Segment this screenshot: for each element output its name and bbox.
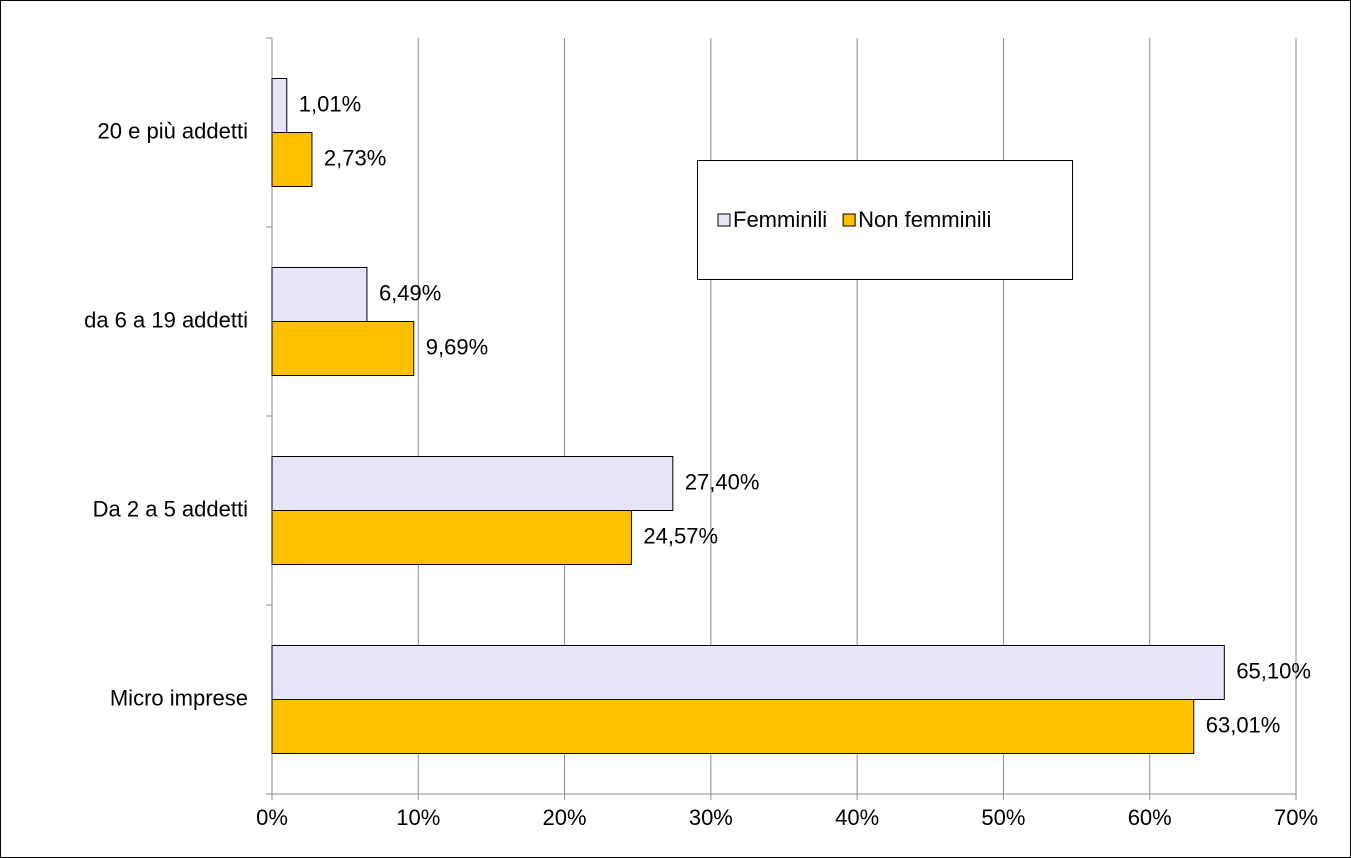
value-label: 24,57% <box>643 523 718 548</box>
legend-box <box>697 160 1073 280</box>
value-label: 1,01% <box>299 91 361 116</box>
x-tick-label: 50% <box>981 805 1025 830</box>
value-label: 2,73% <box>324 145 386 170</box>
y-tick-label: 20 e più addetti <box>98 118 248 143</box>
x-tick-label: 30% <box>689 805 733 830</box>
y-tick-label: da 6 a 19 addetti <box>84 307 248 332</box>
bar <box>271 510 632 565</box>
bar <box>271 645 1225 700</box>
bar <box>271 132 313 187</box>
value-label: 6,49% <box>379 280 441 305</box>
legend-swatch <box>842 213 856 227</box>
x-tick-label: 70% <box>1274 805 1318 830</box>
legend-swatch <box>717 213 731 227</box>
value-label: 63,01% <box>1206 712 1281 737</box>
y-tick-label: Micro imprese <box>110 685 248 710</box>
legend-label: Non femminili <box>858 207 991 232</box>
x-tick-label: 60% <box>1128 805 1172 830</box>
x-tick-label: 40% <box>835 805 879 830</box>
value-label: 9,69% <box>426 334 488 359</box>
x-tick-label: 20% <box>543 805 587 830</box>
bar <box>271 699 1195 754</box>
legend-label: Femminili <box>733 207 827 232</box>
bar <box>271 456 674 511</box>
y-tick-label: Da 2 a 5 addetti <box>93 496 248 521</box>
bar <box>271 321 415 376</box>
bar <box>271 78 288 133</box>
x-tick-label: 0% <box>256 805 288 830</box>
value-label: 27,40% <box>685 469 760 494</box>
bar <box>271 267 368 322</box>
x-tick-label: 10% <box>396 805 440 830</box>
value-label: 65,10% <box>1236 658 1311 683</box>
